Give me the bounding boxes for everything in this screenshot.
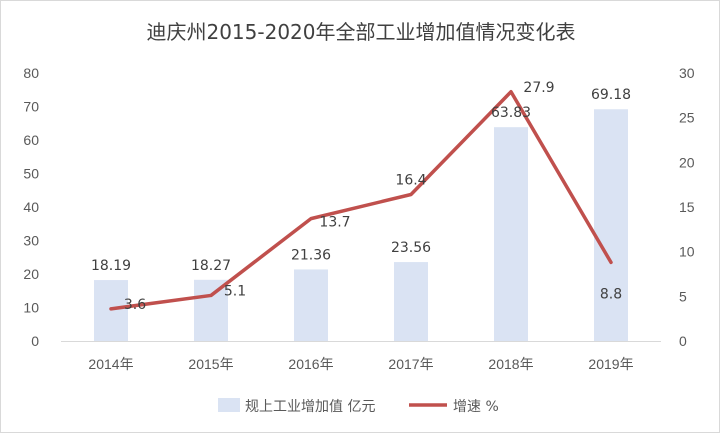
legend-line-label: 增速 % — [453, 399, 499, 415]
bar — [394, 262, 428, 341]
left-tick-label: 0 — [31, 333, 39, 349]
line-value-label: 13.7 — [319, 215, 350, 231]
right-tick-label: 20 — [679, 154, 695, 170]
legend-bar-swatch — [218, 398, 240, 412]
left-tick-label: 30 — [23, 233, 39, 249]
x-tick-label: 2015年 — [188, 356, 233, 372]
bar — [294, 269, 328, 341]
line-value-label: 16.4 — [395, 172, 426, 188]
legend: 规上工业增加值 亿元 增速 % — [218, 398, 499, 415]
bar-value-label: 63.83 — [491, 105, 531, 121]
left-axis: 0 10 20 30 40 50 60 70 80 — [23, 65, 39, 349]
bar — [494, 127, 528, 342]
bar-value-label: 69.18 — [591, 87, 631, 103]
right-tick-label: 25 — [679, 110, 695, 126]
line-value-label: 27.9 — [523, 80, 554, 96]
left-tick-label: 60 — [23, 132, 39, 148]
right-tick-label: 30 — [679, 65, 695, 81]
bar-value-label: 18.27 — [191, 258, 231, 274]
bar-value-label: 21.36 — [291, 247, 331, 263]
left-tick-label: 50 — [23, 166, 39, 182]
left-tick-label: 10 — [23, 300, 39, 316]
left-tick-label: 80 — [23, 65, 39, 81]
bar-value-label: 18.19 — [91, 258, 131, 274]
right-axis: 0 5 10 15 20 25 30 — [679, 65, 695, 349]
x-axis: 2014年 2015年 2016年 2017年 2018年 2019年 — [61, 341, 661, 372]
x-tick-label: 2018年 — [488, 356, 533, 372]
line-value-label: 5.1 — [224, 283, 246, 299]
line-value-label: 3.6 — [124, 297, 146, 313]
legend-bar-label: 规上工业增加值 亿元 — [245, 399, 375, 415]
line-value-label: 8.8 — [600, 286, 622, 302]
chart-title: 迪庆州2015-2020年全部工业增加值情况变化表 — [146, 20, 575, 44]
left-tick-label: 70 — [23, 99, 39, 115]
x-tick-label: 2014年 — [88, 356, 133, 372]
right-tick-label: 0 — [679, 333, 687, 349]
left-tick-label: 40 — [23, 199, 39, 215]
left-tick-label: 20 — [23, 266, 39, 282]
data-labels: 18.19 18.27 21.36 23.56 63.83 69.18 3.6 5.1 13.7… — [91, 80, 631, 313]
right-tick-label: 15 — [679, 199, 695, 215]
right-tick-label: 5 — [679, 288, 687, 304]
x-tick-label: 2016年 — [288, 356, 333, 372]
bar — [194, 279, 228, 341]
bar-value-label: 23.56 — [391, 240, 431, 256]
x-tick-label: 2017年 — [388, 356, 433, 372]
bar — [594, 109, 628, 341]
bar-series — [94, 109, 628, 342]
x-tick-label: 2019年 — [588, 356, 633, 372]
line-series — [109, 90, 613, 311]
growth-line — [109, 90, 613, 311]
right-tick-label: 10 — [679, 244, 695, 260]
